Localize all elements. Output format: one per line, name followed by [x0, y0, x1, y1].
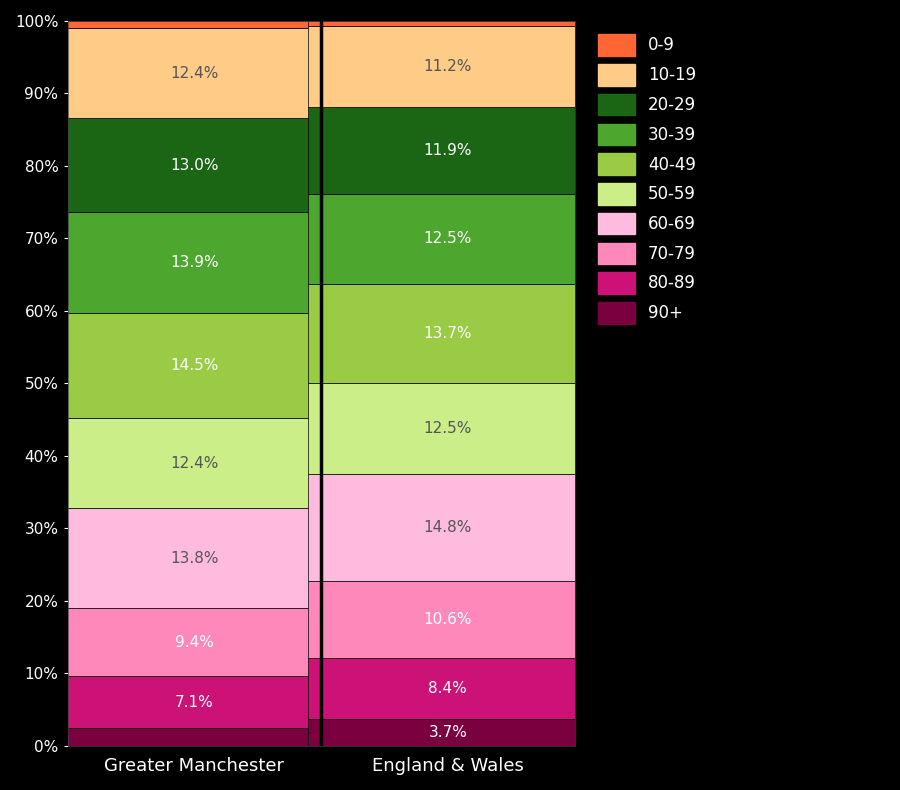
Text: 12.5%: 12.5% [424, 231, 472, 246]
Bar [55, 21, 334, 28]
Text: 13.0%: 13.0% [170, 158, 219, 173]
Bar [55, 418, 334, 508]
Text: 10.6%: 10.6% [424, 612, 472, 627]
Bar [55, 676, 334, 728]
Bar [309, 474, 588, 581]
Text: 11.9%: 11.9% [424, 143, 472, 158]
Text: 14.5%: 14.5% [170, 358, 219, 373]
Text: 12.4%: 12.4% [170, 66, 219, 81]
Bar [309, 658, 588, 719]
Bar [309, 107, 588, 194]
Bar [309, 581, 588, 658]
Bar [309, 719, 588, 746]
Text: 12.4%: 12.4% [170, 456, 219, 471]
Bar [309, 383, 588, 474]
Bar [309, 194, 588, 284]
Legend: 0-9, 10-19, 20-29, 30-39, 40-49, 50-59, 60-69, 70-79, 80-89, 90+: 0-9, 10-19, 20-29, 30-39, 40-49, 50-59, … [593, 29, 701, 329]
Text: 3.7%: 3.7% [428, 725, 467, 740]
Bar [55, 313, 334, 418]
Bar [55, 728, 334, 746]
Text: 8.4%: 8.4% [428, 681, 467, 696]
Text: 7.1%: 7.1% [175, 694, 213, 709]
Text: 14.8%: 14.8% [424, 520, 472, 535]
Text: 13.7%: 13.7% [424, 326, 472, 341]
Text: 11.2%: 11.2% [424, 59, 472, 74]
Text: 9.4%: 9.4% [175, 634, 213, 649]
Bar [309, 21, 588, 26]
Bar [55, 213, 334, 313]
Text: 13.8%: 13.8% [170, 551, 219, 566]
Bar [309, 26, 588, 107]
Bar [55, 508, 334, 608]
Text: 12.5%: 12.5% [424, 421, 472, 436]
Bar [55, 28, 334, 118]
Text: 13.9%: 13.9% [170, 255, 219, 270]
Bar [55, 118, 334, 213]
Bar [309, 284, 588, 383]
Bar [55, 608, 334, 676]
